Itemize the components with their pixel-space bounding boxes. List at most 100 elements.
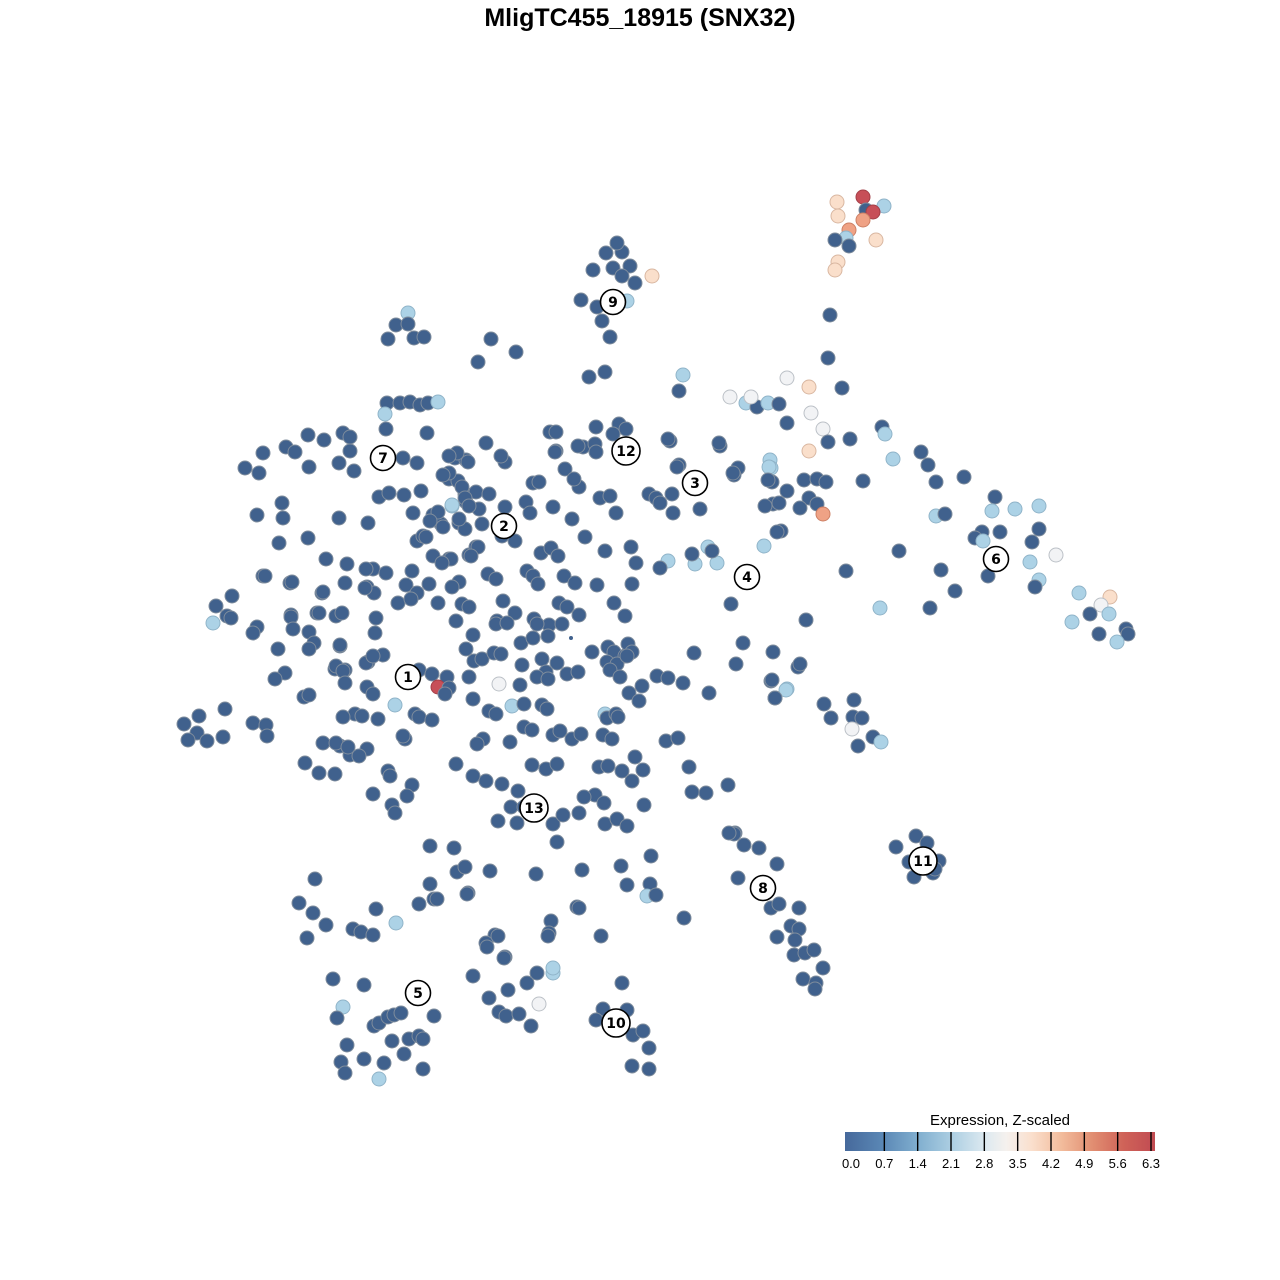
legend-colorbar xyxy=(845,1132,1155,1151)
data-points-layer xyxy=(176,189,1136,1087)
data-point xyxy=(299,930,315,946)
data-point xyxy=(331,455,347,471)
data-point xyxy=(340,739,356,755)
data-point xyxy=(377,406,393,422)
data-point xyxy=(404,563,420,579)
data-point xyxy=(617,608,633,624)
data-point xyxy=(493,448,509,464)
data-point xyxy=(465,768,481,784)
data-point xyxy=(434,555,450,571)
data-point xyxy=(669,459,685,475)
data-point xyxy=(764,672,780,688)
data-point xyxy=(933,562,949,578)
data-point xyxy=(648,887,664,903)
data-point xyxy=(801,379,817,395)
data-point xyxy=(382,768,398,784)
data-point xyxy=(664,486,680,502)
data-point xyxy=(627,275,643,291)
expression-legend: Expression, Z-scaled 0.0 0.7 1.4 2.1 2.8 3.5 4… xyxy=(842,1112,1160,1171)
data-point xyxy=(461,599,477,615)
data-point xyxy=(987,489,1003,505)
legend-ticks: 0.0 0.7 1.4 2.1 2.8 3.5 4.2 4.9 5.6 6.3 xyxy=(842,1132,1160,1171)
data-point xyxy=(675,675,691,691)
cluster-badge-number: 12 xyxy=(616,444,635,460)
data-point xyxy=(396,487,412,503)
data-point xyxy=(245,715,261,731)
data-point xyxy=(441,448,457,464)
data-point xyxy=(660,670,676,686)
data-point xyxy=(415,1061,431,1077)
cluster-label-13: 13 xyxy=(519,793,549,823)
data-point xyxy=(571,805,587,821)
legend-tick-label: 0.0 xyxy=(842,1156,860,1171)
data-point xyxy=(554,616,570,632)
data-point xyxy=(573,726,589,742)
data-point xyxy=(529,616,545,632)
data-point xyxy=(301,687,317,703)
data-point xyxy=(396,1046,412,1062)
data-point xyxy=(842,431,858,447)
data-point xyxy=(365,648,381,664)
data-point xyxy=(335,709,351,725)
data-point xyxy=(571,607,587,623)
data-point xyxy=(267,671,283,687)
data-point xyxy=(725,465,741,481)
data-point xyxy=(735,635,751,651)
data-point xyxy=(757,498,773,514)
data-point xyxy=(444,497,460,513)
data-point xyxy=(614,268,630,284)
data-point xyxy=(346,463,362,479)
data-point xyxy=(608,505,624,521)
data-point xyxy=(305,905,321,921)
data-point xyxy=(868,232,884,248)
data-point xyxy=(495,593,511,609)
cluster-badge-number: 9 xyxy=(608,295,618,311)
data-point xyxy=(413,483,429,499)
data-point xyxy=(451,511,467,527)
data-point xyxy=(337,575,353,591)
data-point xyxy=(399,788,415,804)
data-point xyxy=(395,728,411,744)
data-point xyxy=(479,939,495,955)
data-point xyxy=(855,473,871,489)
data-point xyxy=(779,370,795,386)
data-point xyxy=(635,762,651,778)
data-point xyxy=(378,421,394,437)
data-point xyxy=(574,862,590,878)
data-point xyxy=(545,499,561,515)
data-point xyxy=(465,968,481,984)
data-point xyxy=(215,729,231,745)
data-point xyxy=(540,671,556,687)
data-point xyxy=(765,644,781,660)
legend-tick-label: 2.1 xyxy=(942,1156,960,1171)
data-point xyxy=(463,548,479,564)
data-point xyxy=(524,757,540,773)
data-point xyxy=(446,840,462,856)
data-point xyxy=(771,495,787,511)
data-point xyxy=(448,756,464,772)
data-point xyxy=(723,596,739,612)
data-point xyxy=(1120,626,1136,642)
data-point xyxy=(523,1018,539,1034)
data-point xyxy=(676,910,692,926)
data-point xyxy=(756,538,772,554)
data-point xyxy=(531,996,547,1012)
data-point xyxy=(500,982,516,998)
data-point xyxy=(301,641,317,657)
data-point xyxy=(807,981,823,997)
data-point xyxy=(430,394,446,410)
data-point xyxy=(415,1031,431,1047)
data-point xyxy=(465,691,481,707)
data-point xyxy=(806,942,822,958)
data-point xyxy=(358,561,374,577)
data-point xyxy=(478,435,494,451)
data-point xyxy=(430,595,446,611)
data-point xyxy=(478,773,494,789)
data-point xyxy=(502,734,518,750)
data-point xyxy=(588,444,604,460)
data-point xyxy=(885,451,901,467)
data-point xyxy=(614,763,630,779)
data-point xyxy=(855,189,871,205)
data-point xyxy=(367,625,383,641)
